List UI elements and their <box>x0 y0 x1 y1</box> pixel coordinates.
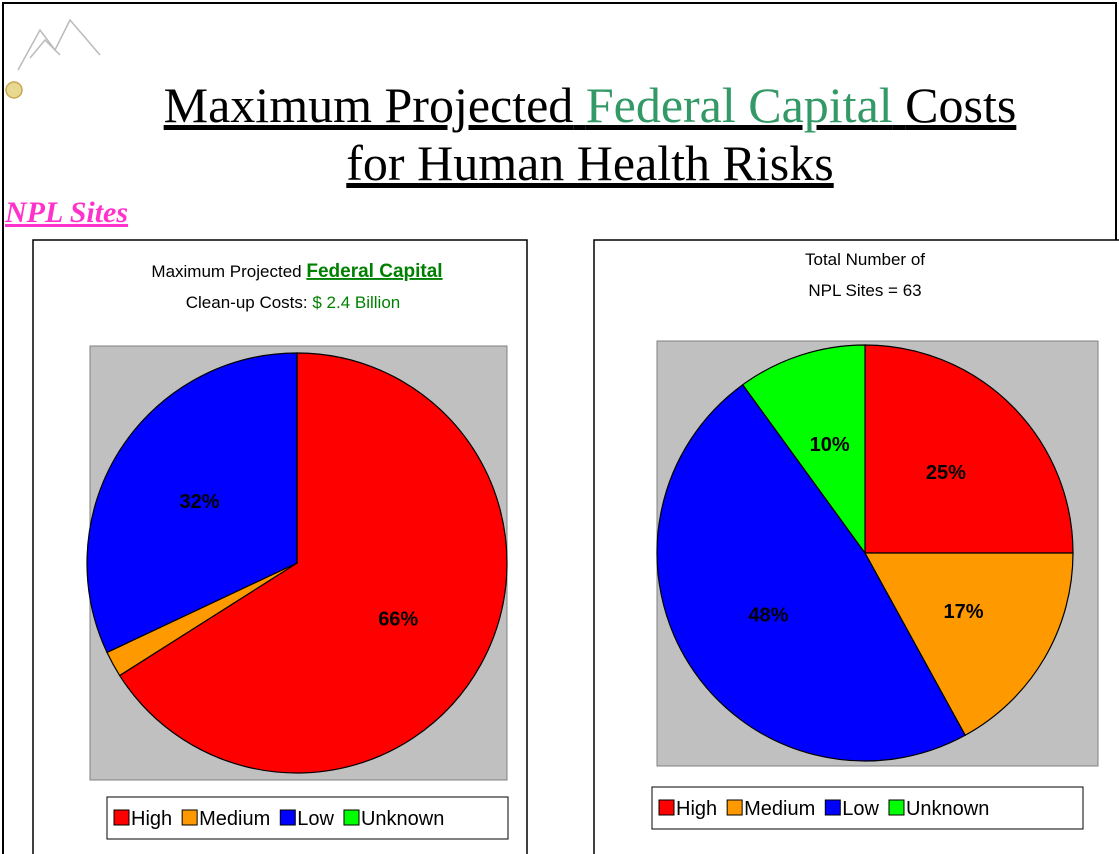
legend-label: Medium <box>199 808 270 830</box>
data-label: 32% <box>179 491 219 513</box>
data-label: 66% <box>378 609 418 631</box>
legend-swatch <box>280 810 295 825</box>
chart-subtitle: NPL Sites = 63 <box>808 281 921 300</box>
title-highlight: Federal Capital <box>586 77 893 133</box>
legend-label: Unknown <box>906 798 989 820</box>
legend-swatch <box>114 810 129 825</box>
chart-title-text: Maximum Projected <box>151 262 301 281</box>
section-label: NPL Sites <box>4 196 128 229</box>
legend-label: High <box>676 798 717 820</box>
chart-title: Maximum Projected Federal Capital <box>151 261 442 282</box>
legend-label: High <box>131 808 172 830</box>
slide-title: for Human Health Risks <box>346 135 833 191</box>
logo <box>6 20 100 98</box>
chart-title-highlight: Federal Capital <box>306 261 442 282</box>
data-label: 17% <box>943 601 983 623</box>
chart-subtitle-value: $ 2.4 Billion <box>312 293 400 312</box>
legend-swatch <box>889 800 904 815</box>
legend-swatch <box>659 800 674 815</box>
data-label: 48% <box>748 604 788 626</box>
chart-subtitle-text: Clean-up Costs: <box>186 293 308 312</box>
title-part: Costs <box>905 77 1016 133</box>
legend-label: Low <box>842 798 879 820</box>
data-label: 25% <box>926 462 966 484</box>
legend-swatch <box>727 800 742 815</box>
legend-swatch <box>344 810 359 825</box>
data-label: 10% <box>810 434 850 456</box>
chart-subtitle: Clean-up Costs: $ 2.4 Billion <box>186 293 401 312</box>
chart-title: Total Number of <box>805 250 925 269</box>
slide-title: Maximum Projected Federal Capital Costs <box>164 77 1017 133</box>
legend-swatch <box>825 800 840 815</box>
slide: Maximum Projected Federal Capital Costs … <box>0 0 1119 854</box>
title-part: Maximum Projected <box>164 77 574 133</box>
legend-label: Low <box>297 808 334 830</box>
legend-swatch <box>182 810 197 825</box>
legend-label: Unknown <box>361 808 444 830</box>
legend-label: Medium <box>744 798 815 820</box>
